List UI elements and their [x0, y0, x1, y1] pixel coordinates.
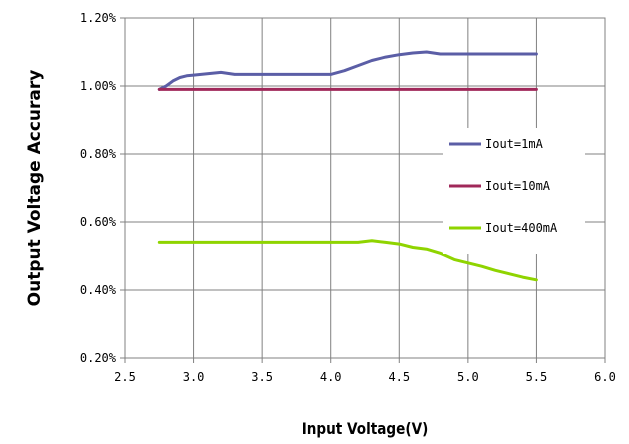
series-line-1	[157, 50, 538, 91]
legend-label: Iout=1mA	[485, 137, 544, 151]
x-tick-label: 5.0	[457, 370, 479, 384]
series-line-3	[157, 239, 538, 282]
x-tick-label: 5.5	[526, 370, 548, 384]
x-tick-label: 6.0	[594, 370, 616, 384]
x-tick-label: 3.5	[251, 370, 273, 384]
x-tick-label: 2.5	[114, 370, 136, 384]
x-tick-label: 4.5	[388, 370, 410, 384]
y-tick-label: 0.20%	[80, 351, 117, 365]
plot-area-border	[124, 17, 606, 359]
legend-label: Iout=400mA	[485, 221, 558, 235]
y-axis-title: Output Voltage Accurary	[25, 70, 45, 307]
legend-label: Iout=10mA	[485, 179, 551, 193]
x-axis-title: Input Voltage(V)	[302, 420, 429, 438]
tick-labels: 2.5 3.0 3.5 4.0 4.5 5.0 5.5 6.0 0.20% 0.40% 0.60% 0…	[80, 11, 616, 384]
legend: Iout=1mA Iout=10mA Iout=400mA	[443, 128, 585, 254]
y-tick-label: 1.20%	[80, 11, 117, 25]
y-tick-label: 1.00%	[80, 79, 117, 93]
legend-background	[443, 128, 585, 254]
y-tick-label: 0.60%	[80, 215, 117, 229]
y-tick-label: 0.40%	[80, 283, 117, 297]
series-layer	[157, 50, 538, 282]
x-tick-label: 4.0	[320, 370, 342, 384]
y-tick-label: 0.80%	[80, 147, 117, 161]
x-tick-label: 3.0	[183, 370, 205, 384]
